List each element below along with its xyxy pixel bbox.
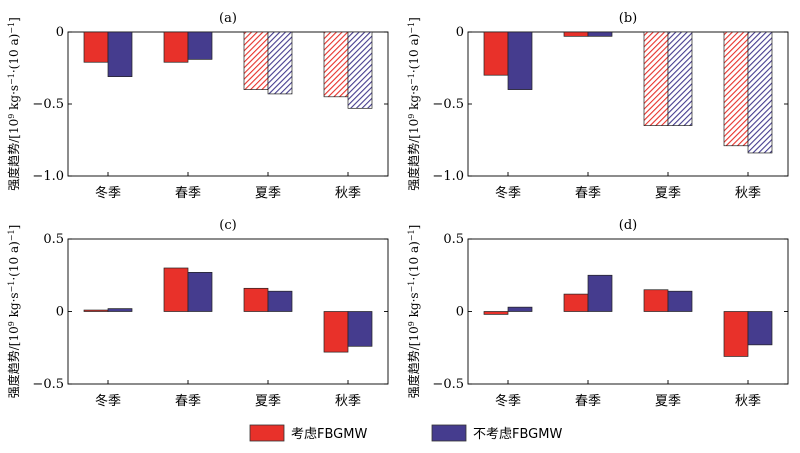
bar-series-1-2	[643, 289, 669, 312]
panel-d: (d) 0.5 0 −0.5 冬季 春季 夏季 秋季 强度趋势/[109 kg·s−1·(10 …	[406, 218, 789, 409]
y-tick-label: −0.5	[32, 377, 64, 392]
y-tick-label: −0.5	[32, 97, 64, 112]
bar-series-2-3	[347, 311, 373, 347]
panel-title: (d)	[619, 218, 637, 233]
bar-series-2-3	[747, 31, 773, 154]
y-tick-label: 0	[456, 25, 464, 40]
bar-series-2-0	[507, 31, 533, 90]
bar-series-2-1	[187, 31, 213, 60]
bar-series-1-3	[323, 31, 349, 98]
y-axis-label: 强度趋势/[109 kg·s−1·(10 a)−1]	[6, 225, 21, 399]
bar-series-1-3	[323, 311, 349, 353]
bar-series-1-0	[83, 309, 109, 312]
bar-series-2-1	[587, 274, 613, 312]
x-tick-label: 冬季	[95, 393, 121, 409]
bar-series-2-3	[747, 311, 773, 346]
bar-series-2-1	[587, 31, 613, 37]
y-tick-label: 0	[56, 305, 64, 320]
x-tick-label: 夏季	[655, 186, 681, 201]
bar-series-1-1	[563, 31, 589, 37]
bar-series-1-0	[483, 31, 509, 76]
bar-series-1-1	[163, 31, 189, 63]
x-tick-label: 夏季	[255, 394, 281, 409]
bar-series-1-1	[163, 267, 189, 312]
y-axis-label: 强度趋势/[109 kg·s−1·(10 a)−1]	[406, 17, 421, 191]
y-tick-label: −1.0	[432, 169, 464, 184]
y-axis-label: 强度趋势/[109 kg·s−1·(10 a)−1]	[6, 17, 21, 191]
y-tick-label: −0.5	[432, 97, 464, 112]
panel-title: (b)	[619, 11, 637, 26]
y-tick-label: −1.0	[32, 169, 64, 184]
x-tick-label: 秋季	[335, 186, 361, 201]
bar-series-2-2	[667, 31, 693, 126]
x-tick-label: 春季	[575, 394, 601, 409]
x-tick-label: 秋季	[335, 394, 361, 409]
bar-series-1-3	[723, 31, 749, 147]
y-tick-label: −0.5	[432, 377, 464, 392]
legend-label-series-2: 不考虑FBGMW	[473, 427, 562, 442]
bar-series-1-0	[83, 31, 109, 63]
x-tick-label: 秋季	[735, 394, 761, 409]
bar-series-2-0	[107, 31, 133, 77]
x-tick-label: 秋季	[735, 186, 761, 201]
legend: 考虑FBGMW 不考虑FBGMW	[249, 424, 562, 442]
x-tick-label: 夏季	[255, 186, 281, 201]
x-tick-label: 春季	[175, 186, 201, 201]
panel-a: (a) 0 −0.5 −1.0 冬季 春季 夏季 秋季 强度趋势/[109 kg·s−1·(10…	[6, 11, 389, 201]
x-tick-label: 春季	[175, 394, 201, 409]
panel-title: (a)	[219, 11, 237, 26]
bar-series-2-2	[267, 31, 293, 95]
bar-series-1-0	[483, 311, 509, 315]
bar-series-2-1	[187, 272, 213, 312]
bar-series-1-1	[563, 293, 589, 312]
bar-series-2-3	[347, 31, 373, 109]
y-axis-label: 强度趋势/[109 kg·s−1·(10 a)−1]	[406, 225, 421, 399]
x-tick-label: 夏季	[655, 394, 681, 409]
panel-title: (c)	[219, 218, 236, 233]
bar-series-2-0	[107, 308, 133, 312]
bar-series-2-2	[267, 290, 293, 312]
bar-series-1-3	[723, 311, 749, 357]
bar-series-1-2	[243, 287, 269, 312]
x-tick-label: 冬季	[495, 393, 521, 409]
y-tick-label: 0	[456, 305, 464, 320]
legend-swatch-series-1	[249, 424, 285, 442]
bar-series-1-2	[643, 31, 669, 126]
y-tick-label: 0.5	[443, 232, 464, 247]
bar-series-2-2	[667, 290, 693, 312]
panel-c: (c) 0.5 0 −0.5 冬季 春季 夏季 秋季 强度趋势/[109 kg·s−1·(10 …	[6, 218, 389, 409]
y-tick-label: 0.5	[43, 232, 64, 247]
y-tick-label: 0	[56, 25, 64, 40]
x-tick-label: 冬季	[495, 185, 521, 201]
bar-series-1-2	[243, 31, 269, 90]
x-tick-label: 春季	[575, 186, 601, 201]
x-tick-label: 冬季	[95, 185, 121, 201]
panel-b: (b) 0 −0.5 −1.0 冬季 春季 夏季 秋季 强度趋势/[109 kg·s−1·(10…	[406, 11, 789, 201]
legend-swatch-series-2	[431, 424, 467, 442]
legend-label-series-1: 考虑FBGMW	[291, 427, 367, 442]
bar-series-2-0	[507, 306, 533, 312]
